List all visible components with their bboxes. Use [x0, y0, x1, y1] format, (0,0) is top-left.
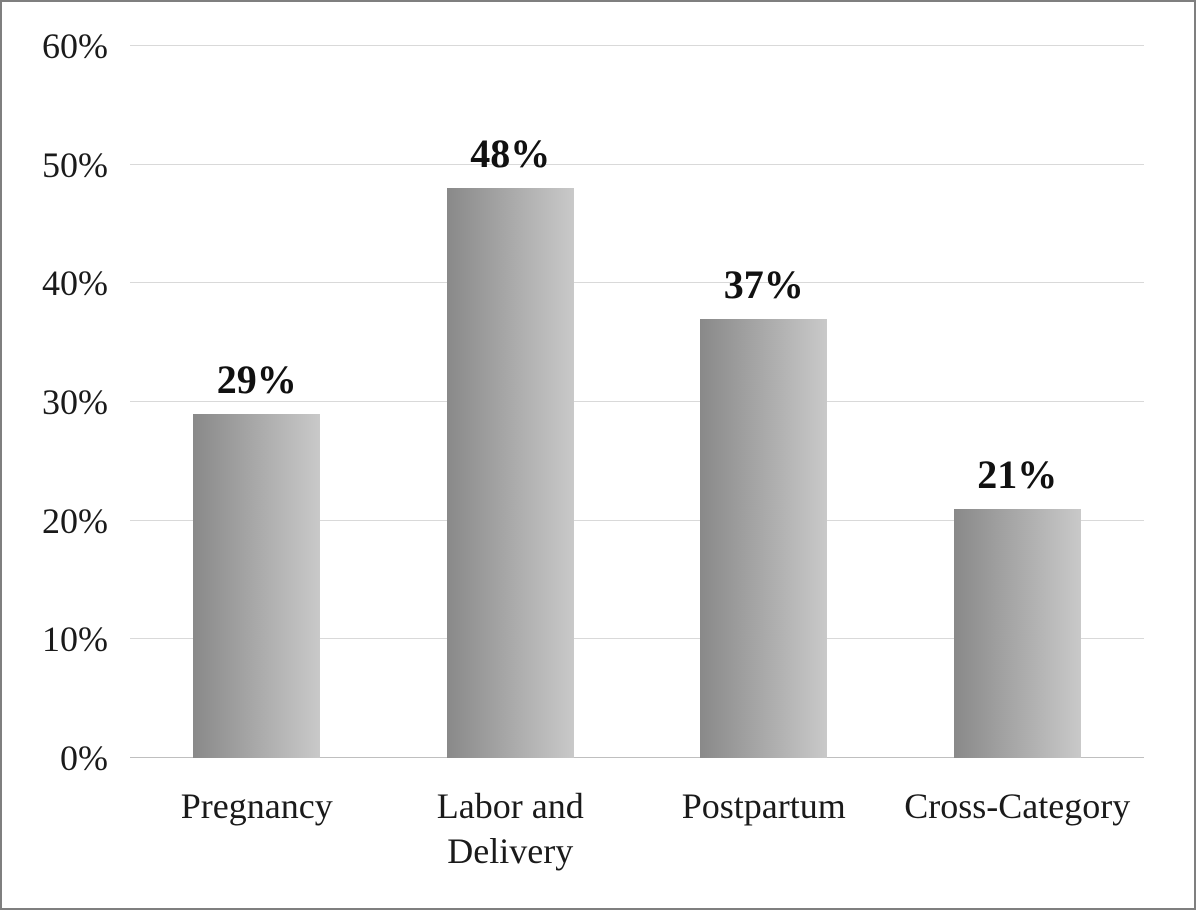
y-tick-label: 60%: [42, 26, 108, 66]
bar-cross-category: 21%: [953, 454, 1081, 758]
bar-slot: 37%: [637, 46, 891, 758]
x-axis-line: [130, 757, 1144, 758]
bar-labor-and-delivery: 48%: [446, 134, 574, 758]
x-tick-label: Pregnancy: [180, 786, 333, 826]
bar-slot: 21%: [891, 46, 1145, 758]
y-tick-label: 10%: [42, 619, 108, 660]
y-tick-label: 50%: [42, 144, 108, 185]
bar-slot: 48%: [384, 46, 638, 758]
bar-pregnancy: 29%: [193, 359, 321, 758]
gridline: [130, 638, 1144, 640]
data-label: 21%: [977, 451, 1058, 497]
gridline: [130, 163, 1144, 165]
gridline: [130, 282, 1144, 284]
gridline: [130, 45, 1144, 46]
gridline: [130, 401, 1144, 402]
data-label: 37%: [723, 261, 804, 307]
y-tick-label: 20%: [42, 500, 108, 541]
x-tick-label: Labor and Delivery: [436, 786, 584, 871]
y-tick-label: 40%: [42, 263, 108, 304]
data-label: 48%: [470, 131, 551, 177]
data-label: 29%: [216, 356, 297, 402]
bar-slot: 29%: [130, 46, 384, 758]
x-axis: Pregnancy Labor and Delivery Postpartum Cro…: [130, 784, 1144, 894]
x-tick-label: Cross-Category: [904, 786, 1131, 826]
x-tick-label: Postpartum: [681, 786, 846, 826]
bar-postpartum: 37%: [700, 264, 828, 758]
plot-area: 0% 10% 20% 30% 40% 50% 60% 29% 48% 37% 21%: [42, 28, 1145, 776]
y-tick-label: 0%: [60, 738, 108, 778]
y-tick-label: 30%: [42, 382, 108, 422]
gridline: [130, 519, 1144, 521]
